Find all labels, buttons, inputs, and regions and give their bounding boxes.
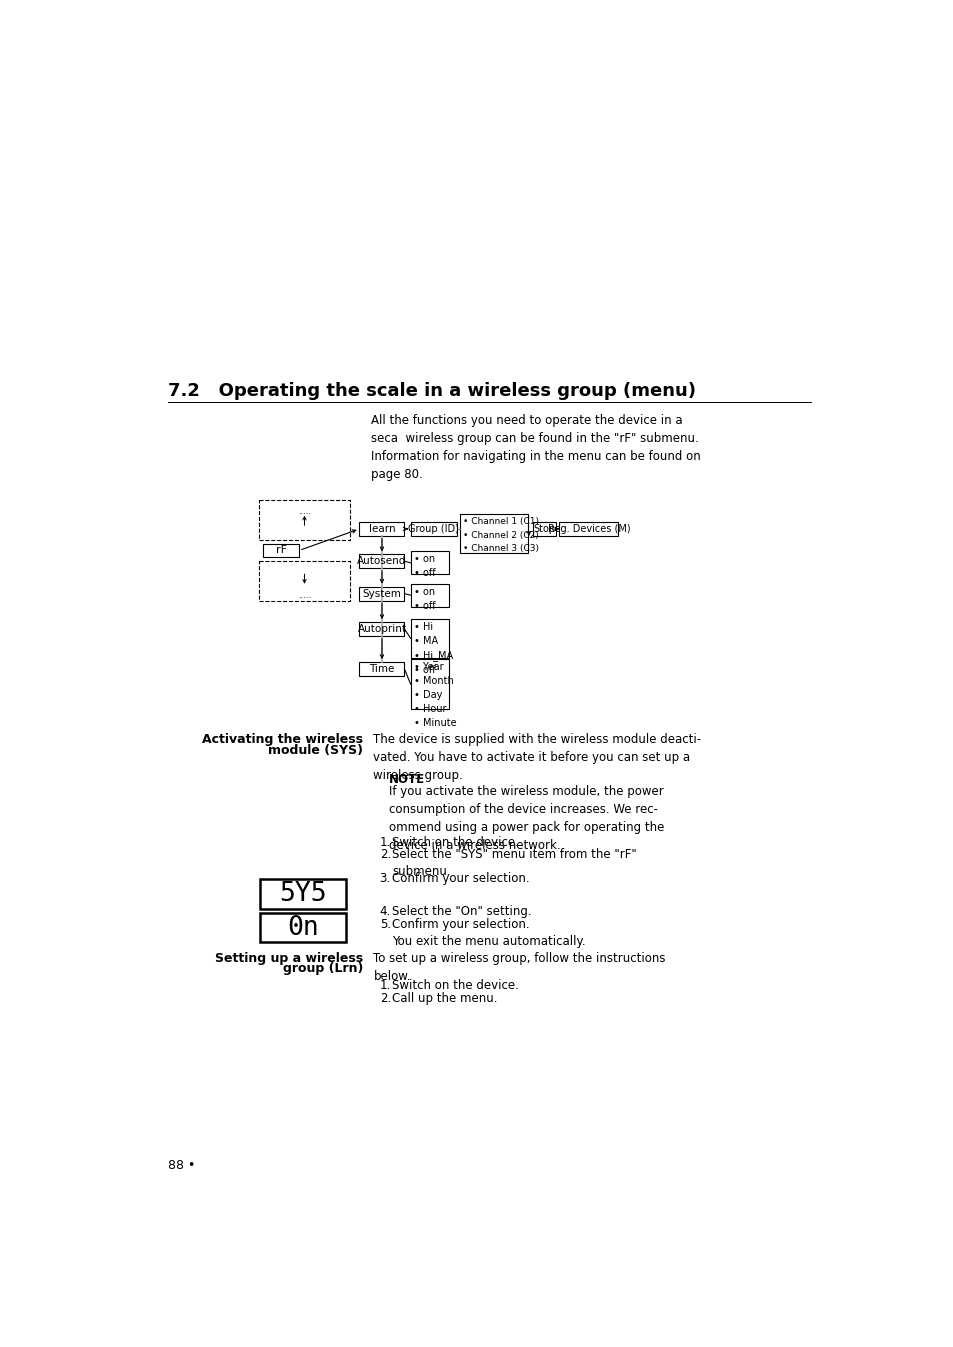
Text: 7.2   Operating the scale in a wireless group (menu): 7.2 Operating the scale in a wireless gr…	[168, 383, 696, 400]
FancyBboxPatch shape	[258, 501, 350, 540]
Text: group (Lrn): group (Lrn)	[283, 963, 363, 975]
Text: Reg. Devices (M): Reg. Devices (M)	[547, 524, 630, 533]
Text: Call up the menu.: Call up the menu.	[392, 991, 497, 1005]
Text: 88 •: 88 •	[168, 1158, 195, 1172]
Text: 3.: 3.	[379, 872, 391, 885]
FancyBboxPatch shape	[410, 551, 449, 574]
FancyBboxPatch shape	[410, 620, 449, 657]
Text: 5.: 5.	[379, 917, 391, 931]
Text: Select the "SYS" menu item from the "rF"
submenu.: Select the "SYS" menu item from the "rF"…	[392, 849, 637, 878]
FancyBboxPatch shape	[359, 523, 404, 536]
FancyBboxPatch shape	[459, 515, 528, 552]
Text: 4.: 4.	[379, 905, 391, 919]
Text: Setting up a wireless: Setting up a wireless	[215, 952, 363, 964]
Text: • Hi
• MA
• Hi_MA
• off: • Hi • MA • Hi_MA • off	[414, 622, 453, 675]
Text: • Channel 1 (C1)
• Channel 2 (C2)
• Channel 3 (C3): • Channel 1 (C1) • Channel 2 (C2) • Chan…	[463, 517, 538, 552]
Text: .....: .....	[297, 506, 311, 516]
Text: 1.: 1.	[379, 836, 391, 849]
Text: rF: rF	[275, 546, 287, 555]
FancyBboxPatch shape	[359, 663, 404, 676]
Text: Switch on the device.: Switch on the device.	[392, 979, 518, 993]
FancyBboxPatch shape	[410, 523, 456, 536]
FancyBboxPatch shape	[258, 560, 350, 601]
FancyBboxPatch shape	[263, 544, 298, 558]
Text: 2.: 2.	[379, 849, 391, 862]
Text: .....: .....	[297, 591, 311, 601]
Text: Confirm your selection.: Confirm your selection.	[392, 872, 529, 885]
Text: Stop: Stop	[533, 524, 556, 533]
Text: Select the "On" setting.: Select the "On" setting.	[392, 905, 531, 919]
Text: learn: learn	[368, 524, 395, 533]
Text: The device is supplied with the wireless module deacti-
vated. You have to activ: The device is supplied with the wireless…	[373, 733, 700, 783]
Text: NOTE: NOTE	[389, 773, 425, 787]
FancyBboxPatch shape	[410, 583, 449, 606]
Text: • on
• off: • on • off	[414, 555, 435, 578]
FancyBboxPatch shape	[260, 880, 345, 908]
FancyBboxPatch shape	[359, 587, 404, 601]
Text: 2.: 2.	[379, 991, 391, 1005]
Text: 5Y5: 5Y5	[279, 881, 326, 907]
Text: Autoprint: Autoprint	[357, 624, 406, 634]
Text: module (SYS): module (SYS)	[268, 744, 363, 757]
FancyBboxPatch shape	[359, 622, 404, 636]
Text: 1.: 1.	[379, 979, 391, 993]
Text: Autosend: Autosend	[357, 556, 406, 566]
FancyBboxPatch shape	[410, 659, 449, 709]
Text: Switch on the device.: Switch on the device.	[392, 836, 518, 849]
FancyBboxPatch shape	[558, 523, 618, 536]
FancyBboxPatch shape	[359, 555, 404, 568]
Text: If you activate the wireless module, the power
consumption of the device increas: If you activate the wireless module, the…	[389, 785, 663, 853]
Text: • Year
• Month
• Day
• Hour
• Minute: • Year • Month • Day • Hour • Minute	[414, 663, 456, 729]
Text: All the functions you need to operate the device in a
seca  wireless group can b: All the functions you need to operate th…	[371, 414, 700, 481]
FancyBboxPatch shape	[260, 913, 345, 943]
Text: System: System	[362, 589, 401, 598]
Text: To set up a wireless group, follow the instructions
below.: To set up a wireless group, follow the i…	[373, 952, 665, 983]
Text: Confirm your selection.
You exit the menu automatically.: Confirm your selection. You exit the men…	[392, 917, 585, 948]
Text: Activating the wireless: Activating the wireless	[202, 733, 363, 746]
Text: 0n: 0n	[287, 915, 318, 940]
Text: Time: Time	[369, 664, 395, 674]
FancyBboxPatch shape	[533, 523, 556, 536]
Text: • on
• off: • on • off	[414, 587, 435, 610]
Text: Group (ID): Group (ID)	[408, 524, 458, 533]
